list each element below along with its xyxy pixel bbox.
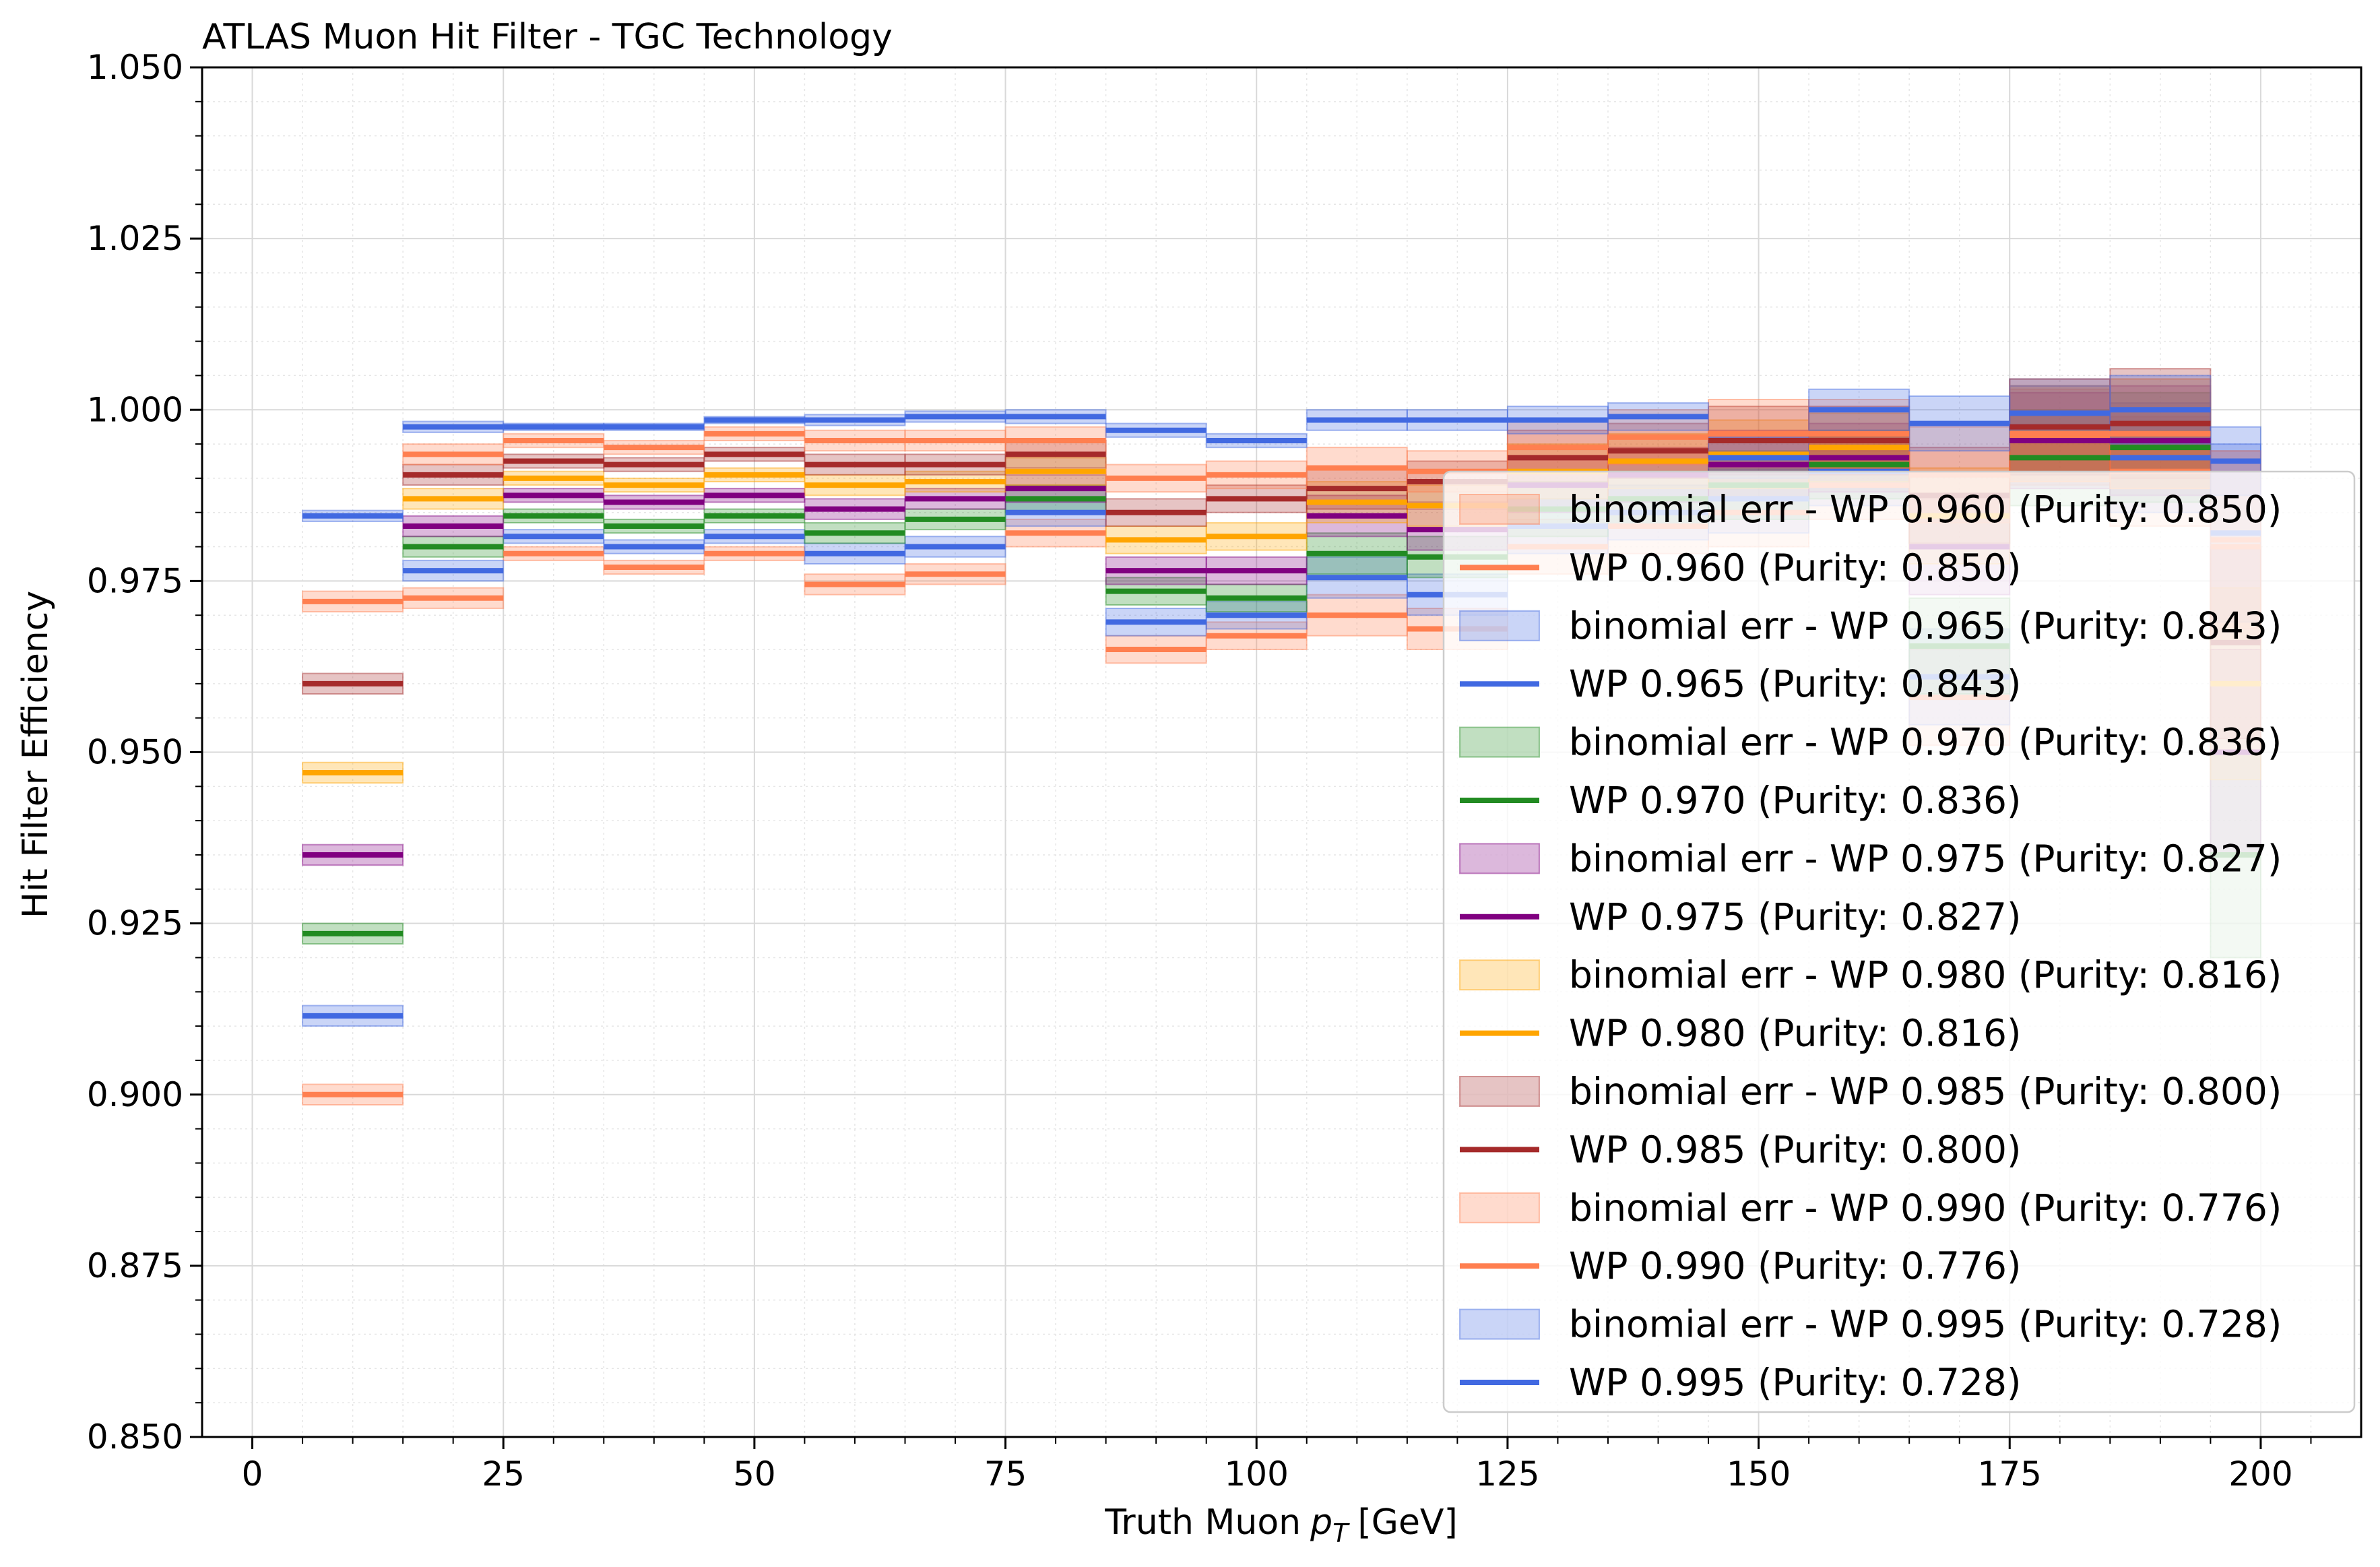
chart-title: ATLAS Muon Hit Filter - TGC Technology <box>202 17 893 57</box>
axis-ticks: 0 25 50 75 100 125 150 175 200 0.850 0.875 0.900 0.9… <box>87 48 2312 1494</box>
legend-entry-label: binomial err - WP 0.990 (Purity: 0.776) <box>1569 1186 2282 1229</box>
x-tick-label: 100 <box>1225 1454 1289 1494</box>
legend-entry-label: binomial err - WP 0.960 (Purity: 0.850) <box>1569 488 2282 531</box>
x-tick-label: 200 <box>2228 1454 2292 1494</box>
legend-entry-label: WP 0.985 (Purity: 0.800) <box>1569 1128 2021 1171</box>
line-series <box>302 407 2261 519</box>
y-axis-label: Hit Filter Efficiency <box>15 591 56 918</box>
y-tick-label: 1.025 <box>87 219 183 258</box>
x-tick-label: 175 <box>1978 1454 2042 1494</box>
y-tick-label: 0.925 <box>87 904 183 943</box>
legend-entry-label: WP 0.980 (Purity: 0.816) <box>1569 1012 2021 1055</box>
legend-box <box>1442 470 2356 1413</box>
legend-entry-label: binomial err - WP 0.970 (Purity: 0.836) <box>1569 721 2282 764</box>
x-tick-label: 0 <box>242 1454 263 1494</box>
legend-band-swatch <box>1459 610 1540 641</box>
legend-band-swatch <box>1459 843 1540 874</box>
legend-band-swatch <box>1459 494 1540 525</box>
x-axis-label-subscript: T <box>1332 1518 1350 1548</box>
y-tick-label: 1.000 <box>87 390 183 429</box>
y-tick-label: 0.950 <box>87 733 183 772</box>
legend-entry-label: WP 0.975 (Purity: 0.827) <box>1569 895 2021 938</box>
x-tick-label: 150 <box>1727 1454 1791 1494</box>
y-tick-label: 1.050 <box>87 48 183 87</box>
x-tick-label: 75 <box>984 1454 1027 1494</box>
x-axis-label-unit: [GeV] <box>1357 1502 1457 1543</box>
legend-entry-label: WP 0.960 (Purity: 0.850) <box>1569 546 2021 589</box>
legend-entry-label: WP 0.995 (Purity: 0.728) <box>1569 1361 2021 1404</box>
legend-entry-label: binomial err - WP 0.965 (Purity: 0.843) <box>1569 604 2282 647</box>
y-tick-label: 0.875 <box>87 1246 183 1285</box>
y-tick-label: 0.850 <box>87 1417 183 1457</box>
x-axis-label: Truth Muon pT [GeV] <box>1104 1502 1458 1548</box>
legend-entry-label: binomial err - WP 0.975 (Purity: 0.827) <box>1569 837 2282 880</box>
x-axis-label-symbol: p <box>1310 1502 1332 1543</box>
legend-band-swatch <box>1459 959 1540 991</box>
legend: binomial err - WP 0.960 (Purity: 0.850) W… <box>1442 470 2356 1413</box>
x-axis-label-text: Truth Muon <box>1104 1502 1301 1543</box>
legend-band-swatch <box>1459 726 1540 758</box>
legend-entry-label: WP 0.990 (Purity: 0.776) <box>1569 1244 2021 1287</box>
y-tick-label: 0.900 <box>87 1075 183 1114</box>
x-tick-label: 50 <box>733 1454 776 1494</box>
legend-band-swatch <box>1459 1192 1540 1223</box>
y-tick-label: 0.975 <box>87 561 183 600</box>
legend-entry-label: binomial err - WP 0.985 (Purity: 0.800) <box>1569 1070 2282 1113</box>
legend-band-swatch <box>1459 1076 1540 1107</box>
x-tick-label: 25 <box>482 1454 525 1494</box>
x-tick-label: 125 <box>1475 1454 1539 1494</box>
legend-entry-label: WP 0.970 (Purity: 0.836) <box>1569 779 2021 822</box>
legend-entry-label: WP 0.965 (Purity: 0.843) <box>1569 662 2021 705</box>
legend-band-swatch <box>1459 1308 1540 1340</box>
legend-entry-label: binomial err - WP 0.995 (Purity: 0.728) <box>1569 1303 2282 1346</box>
legend-entry-label: binomial err - WP 0.980 (Purity: 0.816) <box>1569 953 2282 996</box>
